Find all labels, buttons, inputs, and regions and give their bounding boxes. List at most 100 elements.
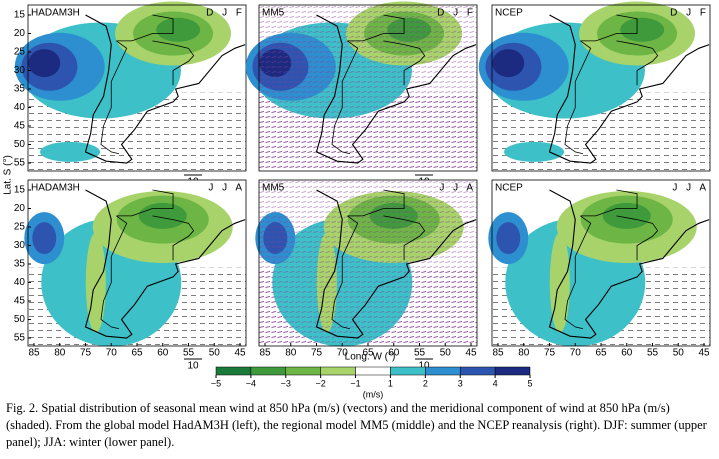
y-tick-label: 15 xyxy=(14,10,26,21)
border xyxy=(347,14,405,42)
panel-model: HADAM3H xyxy=(31,183,80,194)
shading xyxy=(138,202,187,229)
colorbar-tick-label: −1 xyxy=(350,378,360,388)
y-tick-label: 55 xyxy=(14,158,26,169)
border xyxy=(331,40,359,155)
mm5-vectors xyxy=(259,5,477,171)
colorbar-segment xyxy=(390,366,426,376)
shading xyxy=(156,17,201,42)
colorbar-tick-label: 2 xyxy=(423,378,428,388)
colorbar-tick-label: 4 xyxy=(493,378,498,388)
x-tick-label: 85 xyxy=(28,348,40,359)
x-tick-label: 70 xyxy=(337,348,349,359)
reference-vector: 10 xyxy=(418,361,430,372)
y-tick-label: 45 xyxy=(14,121,26,132)
shading xyxy=(496,222,521,255)
colorbar-segment xyxy=(250,366,287,376)
mm5-vectors xyxy=(259,180,477,346)
x-tick-label: 85 xyxy=(259,348,271,359)
colorbar-tick-label: −2 xyxy=(316,378,326,388)
x-tick-label: 50 xyxy=(440,348,452,359)
y-tick-label: 50 xyxy=(14,139,26,150)
x-tick-label: 75 xyxy=(311,348,323,359)
colorbar-tick-label: −3 xyxy=(281,378,291,388)
x-tick-label: 75 xyxy=(544,348,556,359)
map-panel: HADAM3H D J F xyxy=(14,1,247,172)
border xyxy=(564,215,592,330)
border xyxy=(383,215,426,261)
x-tick-label: 65 xyxy=(595,348,607,359)
border xyxy=(100,40,128,155)
shading xyxy=(620,17,665,42)
coastline xyxy=(548,14,710,164)
border xyxy=(580,189,638,217)
y-tick-label: 35 xyxy=(14,259,26,270)
panel-frame xyxy=(258,4,478,172)
coastline xyxy=(84,189,246,339)
y-tick-label: 20 xyxy=(14,203,26,214)
coastline xyxy=(315,14,477,164)
shading xyxy=(504,141,565,162)
map-panel: MM5 J J A xyxy=(255,179,478,347)
colorbar-segment xyxy=(215,366,252,376)
x-tick-label: 45 xyxy=(465,348,477,359)
panel-season: J J A xyxy=(672,183,706,194)
border xyxy=(116,189,174,217)
panel-frame xyxy=(491,4,711,172)
map-panel: MM5 D J F xyxy=(245,1,478,172)
x-tick-label: 60 xyxy=(388,348,400,359)
x-tick-label: 60 xyxy=(157,348,169,359)
x-tick-label: 65 xyxy=(131,348,143,359)
border xyxy=(383,40,426,86)
x-tick-label: 80 xyxy=(285,348,297,359)
panel-season: D J F xyxy=(437,8,473,19)
border xyxy=(100,215,128,330)
y-tick-label: 55 xyxy=(14,333,26,344)
panel-model: NCEP xyxy=(495,183,523,194)
x-tick-label: 70 xyxy=(570,348,582,359)
colorbar-segment xyxy=(459,366,496,376)
x-tick-label: 75 xyxy=(80,348,92,359)
border xyxy=(152,40,195,86)
y-tick-label: 40 xyxy=(14,277,26,288)
x-tick-label: 45 xyxy=(698,348,710,359)
shading xyxy=(28,49,61,78)
y-tick-label: 35 xyxy=(14,84,26,95)
reference-vector: 10 xyxy=(187,361,199,372)
x-tick-label: 60 xyxy=(621,348,633,359)
colorbar-segment xyxy=(494,366,531,376)
panel-season: J J A xyxy=(439,183,473,194)
coastline xyxy=(548,189,710,339)
y-tick-label: 20 xyxy=(14,28,26,39)
border xyxy=(616,215,659,261)
coastline xyxy=(84,14,246,164)
colorbar-tick-label: −4 xyxy=(246,378,256,388)
shading xyxy=(492,49,525,78)
map-panel: NCEP D J F xyxy=(478,1,711,172)
colorbar-tick-label: 5 xyxy=(527,378,532,388)
border xyxy=(347,189,405,217)
x-tick-label: 55 xyxy=(647,348,659,359)
x-tick-label: 50 xyxy=(209,348,221,359)
colorbar-tick-label: −5 xyxy=(211,378,221,388)
x-tick-label: 50 xyxy=(673,348,685,359)
panel-season: D J F xyxy=(206,8,242,19)
shading xyxy=(40,141,101,162)
y-axis-label: Lat. S (°) xyxy=(3,155,14,195)
coastline xyxy=(315,189,477,339)
border xyxy=(564,40,592,155)
x-tick-label: 80 xyxy=(54,348,66,359)
y-tick-label: 30 xyxy=(14,65,26,76)
y-tick-label: 50 xyxy=(14,314,26,325)
y-tick-label: 15 xyxy=(14,185,26,196)
map-panel: HADAM3H J J A xyxy=(24,179,247,347)
caption: Fig. 2. Spatial distribution of seasonal… xyxy=(6,401,707,449)
y-tick-label: 25 xyxy=(14,47,26,58)
panel-season: D J F xyxy=(670,8,706,19)
panel-model: MM5 xyxy=(262,8,285,19)
x-tick-label: 55 xyxy=(183,348,195,359)
map-panel: NCEP J J A xyxy=(488,179,711,347)
border xyxy=(580,14,638,42)
x-tick-label: 45 xyxy=(234,348,246,359)
